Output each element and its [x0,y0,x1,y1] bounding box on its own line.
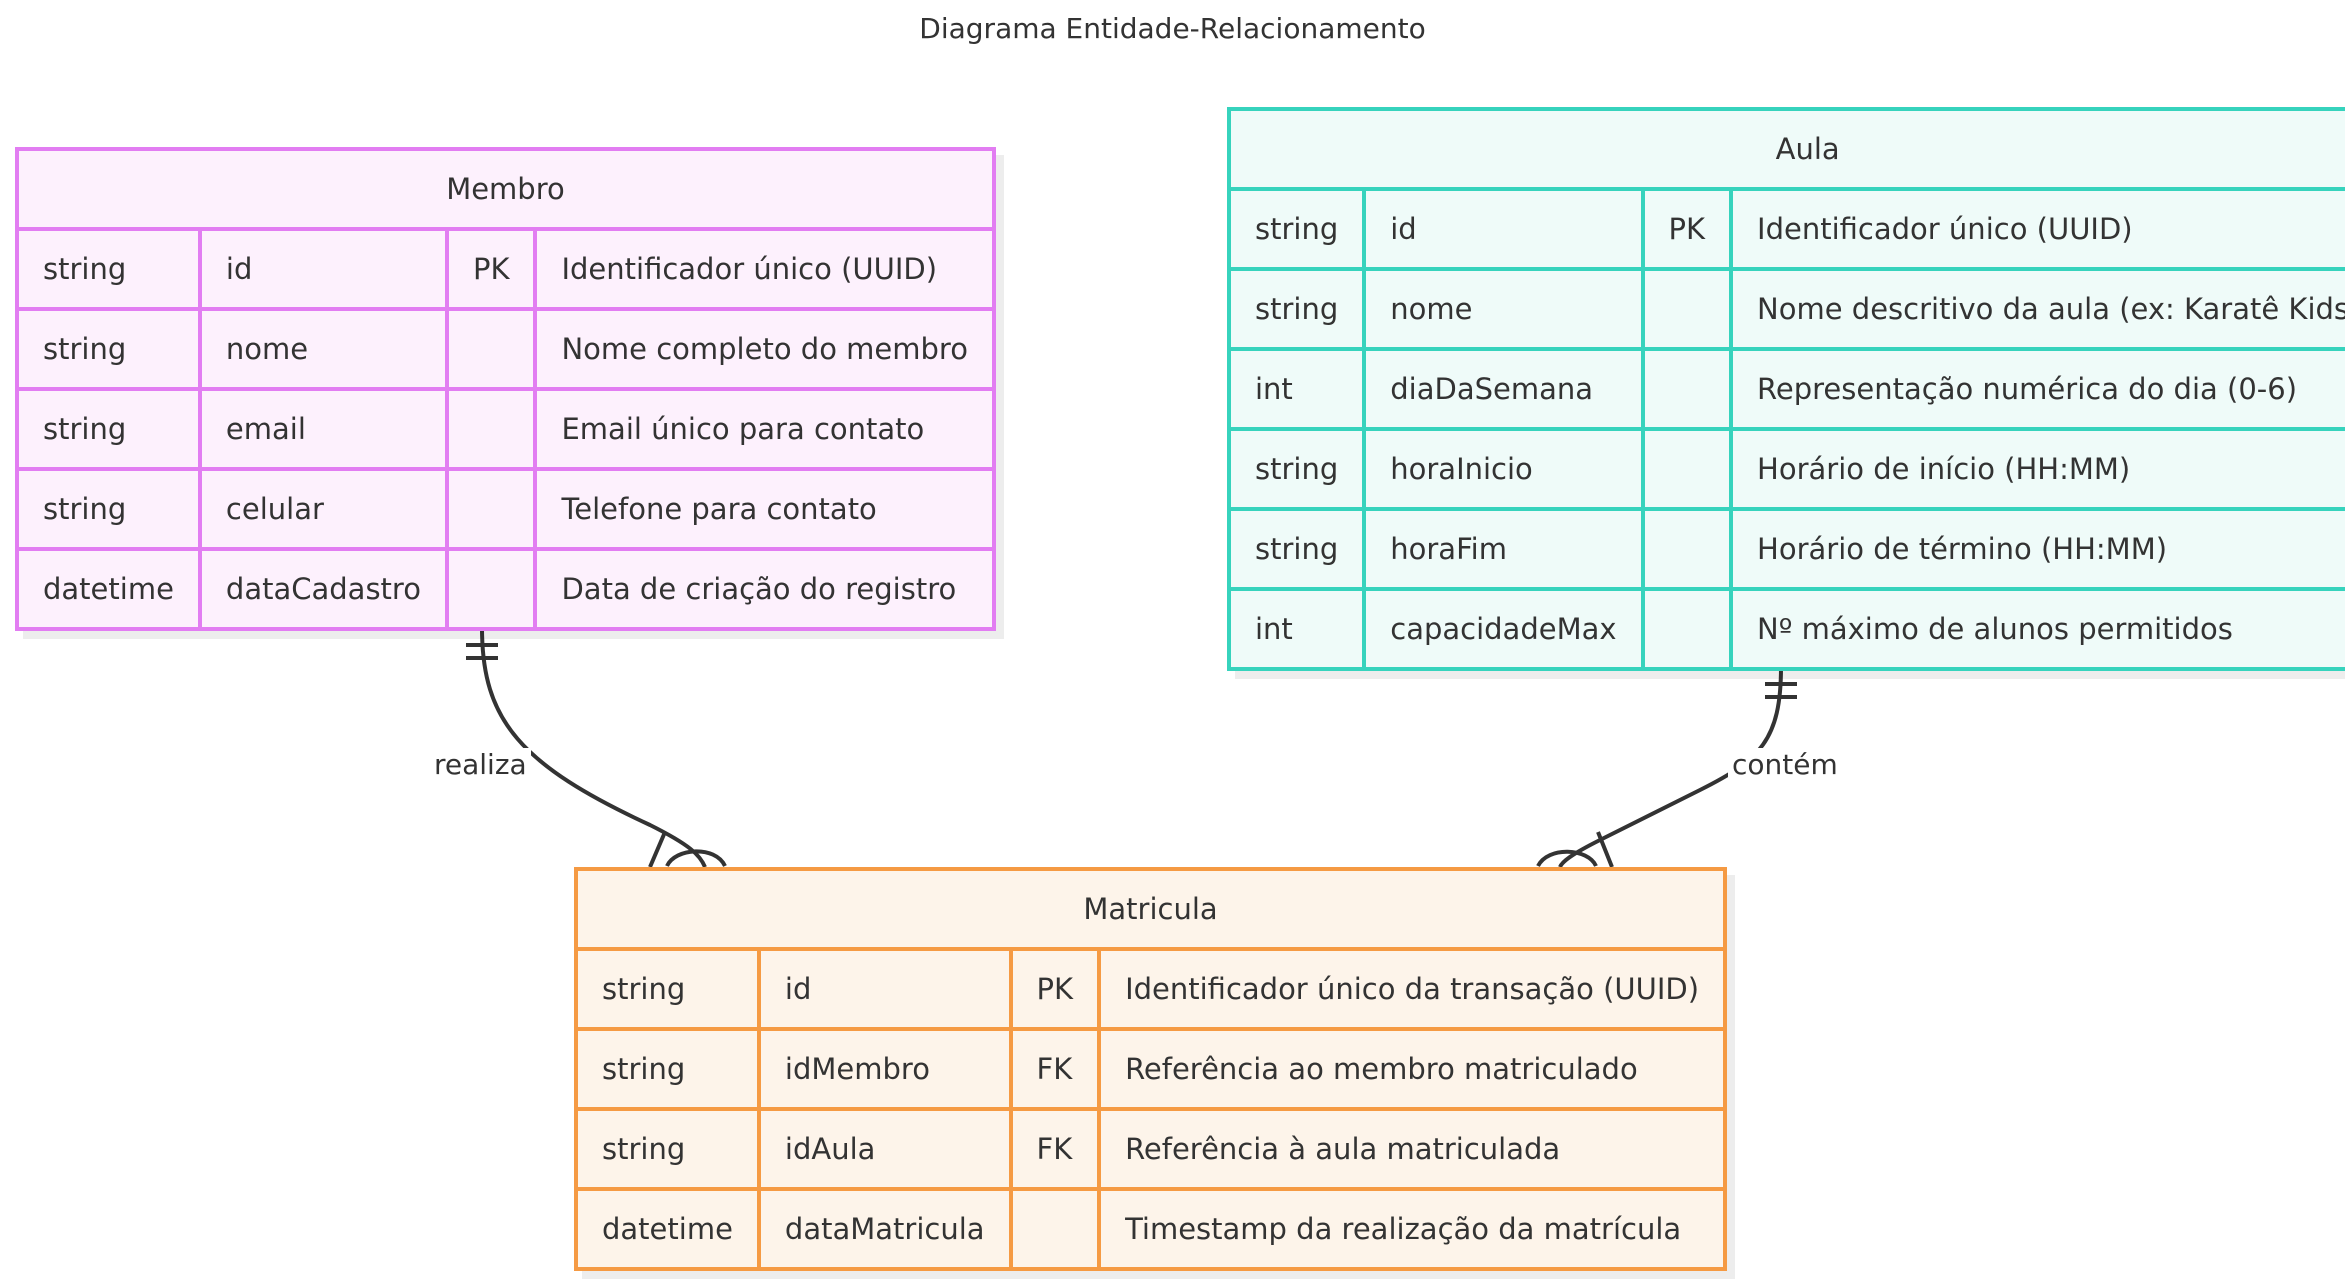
attribute-name: id [197,227,449,311]
attribute-name: celular [197,467,449,551]
attribute-key [1640,587,1734,671]
attribute-name: idMembro [756,1027,1013,1111]
attribute-comment: Nº máximo de alunos permitidos [1729,587,2345,671]
attribute-key [1640,427,1734,511]
attribute-comment: Horário de término (HH:MM) [1729,507,2345,591]
attribute-key [444,467,538,551]
attribute-name: nome [1362,267,1645,351]
attribute-comment: Identificador único (UUID) [533,227,996,311]
attribute-key: FK [1008,1107,1102,1191]
attribute-key [1008,1187,1102,1271]
entity-title-matricula: Matricula [573,867,1728,951]
attribute-comment: Referência à aula matriculada [1097,1107,1728,1191]
attribute-key [444,547,538,631]
attribute-name: dataMatricula [756,1187,1013,1271]
attribute-key: FK [1008,1027,1102,1111]
attribute-key: PK [444,227,538,311]
many-bar-matricula-membro [648,831,667,868]
attribute-row: string horaFim Horário de término (HH:MM… [1226,507,2345,591]
attribute-comment: Referência ao membro matriculado [1097,1027,1728,1111]
attribute-row: string id PK Identificador único da tran… [574,947,1728,1031]
attribute-key [444,307,538,391]
entity-membro: Membro string id PK Identificador único … [15,147,996,631]
attribute-comment: Identificador único da transação (UUID) [1097,947,1728,1031]
attribute-type: datetime [574,1187,761,1271]
attribute-type: string [15,467,202,551]
attribute-comment: Telefone para contato [533,467,996,551]
attribute-type: datetime [15,547,202,631]
attribute-type: string [1226,267,1367,351]
attribute-row: string horaInicio Horário de início (HH:… [1226,427,2345,511]
attribute-row: string celular Telefone para contato [15,467,996,551]
attribute-type: string [1226,427,1367,511]
many-crow-matricula-aula [1536,849,1598,868]
attribute-comment: Nome descritivo da aula (ex: Karatê Kids… [1729,267,2345,351]
attribute-row: string id PK Identificador único (UUID) [15,227,996,311]
attribute-comment: Representação numérica do dia (0-6) [1729,347,2345,431]
many-crow-matricula-membro [665,849,727,868]
attribute-name: nome [197,307,449,391]
diagram-title: Diagrama Entidade-Relacionamento [919,12,1426,45]
attribute-name: id [756,947,1013,1031]
attribute-type: int [1226,347,1367,431]
attribute-name: email [197,387,449,471]
attribute-row: datetime dataCadastro Data de criação do… [15,547,996,631]
attribute-type: string [1226,507,1367,591]
attribute-row: string nome Nome descritivo da aula (ex:… [1226,267,2345,351]
attribute-key [1640,267,1734,351]
attribute-name: horaFim [1362,507,1645,591]
attribute-name: dataCadastro [197,547,449,631]
attribute-name: horaInicio [1362,427,1645,511]
entity-aula: Aula string id PK Identificador único (U… [1226,107,2345,671]
attribute-type: string [1226,187,1367,271]
attribute-type: string [15,307,202,391]
attribute-type: string [574,947,761,1031]
attribute-type: string [574,1027,761,1111]
attribute-name: id [1362,187,1645,271]
attribute-type: string [15,387,202,471]
attribute-row: int diaDaSemana Representação numérica d… [1226,347,2345,431]
attribute-row: string idMembro FK Referência ao membro … [574,1027,1728,1111]
attribute-row: int capacidadeMax Nº máximo de alunos pe… [1226,587,2345,671]
attribute-type: int [1226,587,1367,671]
entity-title-membro: Membro [15,147,996,231]
attribute-name: capacidadeMax [1362,587,1645,671]
attribute-comment: Email único para contato [533,387,996,471]
relationship-label-contem: contém [1728,748,1842,781]
attribute-key: PK [1640,187,1734,271]
attribute-comment: Horário de início (HH:MM) [1729,427,2345,511]
attribute-comment: Identificador único (UUID) [1729,187,2345,271]
attribute-key [444,387,538,471]
relationship-label-realiza: realiza [430,748,531,781]
attribute-key [1640,347,1734,431]
attribute-row: datetime dataMatricula Timestamp da real… [574,1187,1728,1271]
many-bar-matricula-aula [1596,831,1614,868]
attribute-name: diaDaSemana [1362,347,1645,431]
attribute-row: string idAula FK Referência à aula matri… [574,1107,1728,1191]
entity-title-aula: Aula [1226,107,2345,191]
attribute-type: string [574,1107,761,1191]
attribute-type: string [15,227,202,311]
attribute-row: string email Email único para contato [15,387,996,471]
relationship-line-contem [1558,666,1783,868]
attribute-row: string id PK Identificador único (UUID) [1226,187,2345,271]
attribute-comment: Nome completo do membro [533,307,996,391]
attribute-comment: Data de criação do registro [533,547,996,631]
attribute-key: PK [1008,947,1102,1031]
attribute-key [1640,507,1734,591]
attribute-name: idAula [756,1107,1013,1191]
attribute-comment: Timestamp da realização da matrícula [1097,1187,1728,1271]
attribute-row: string nome Nome completo do membro [15,307,996,391]
entity-matricula: Matricula string id PK Identificador úni… [573,867,1728,1271]
